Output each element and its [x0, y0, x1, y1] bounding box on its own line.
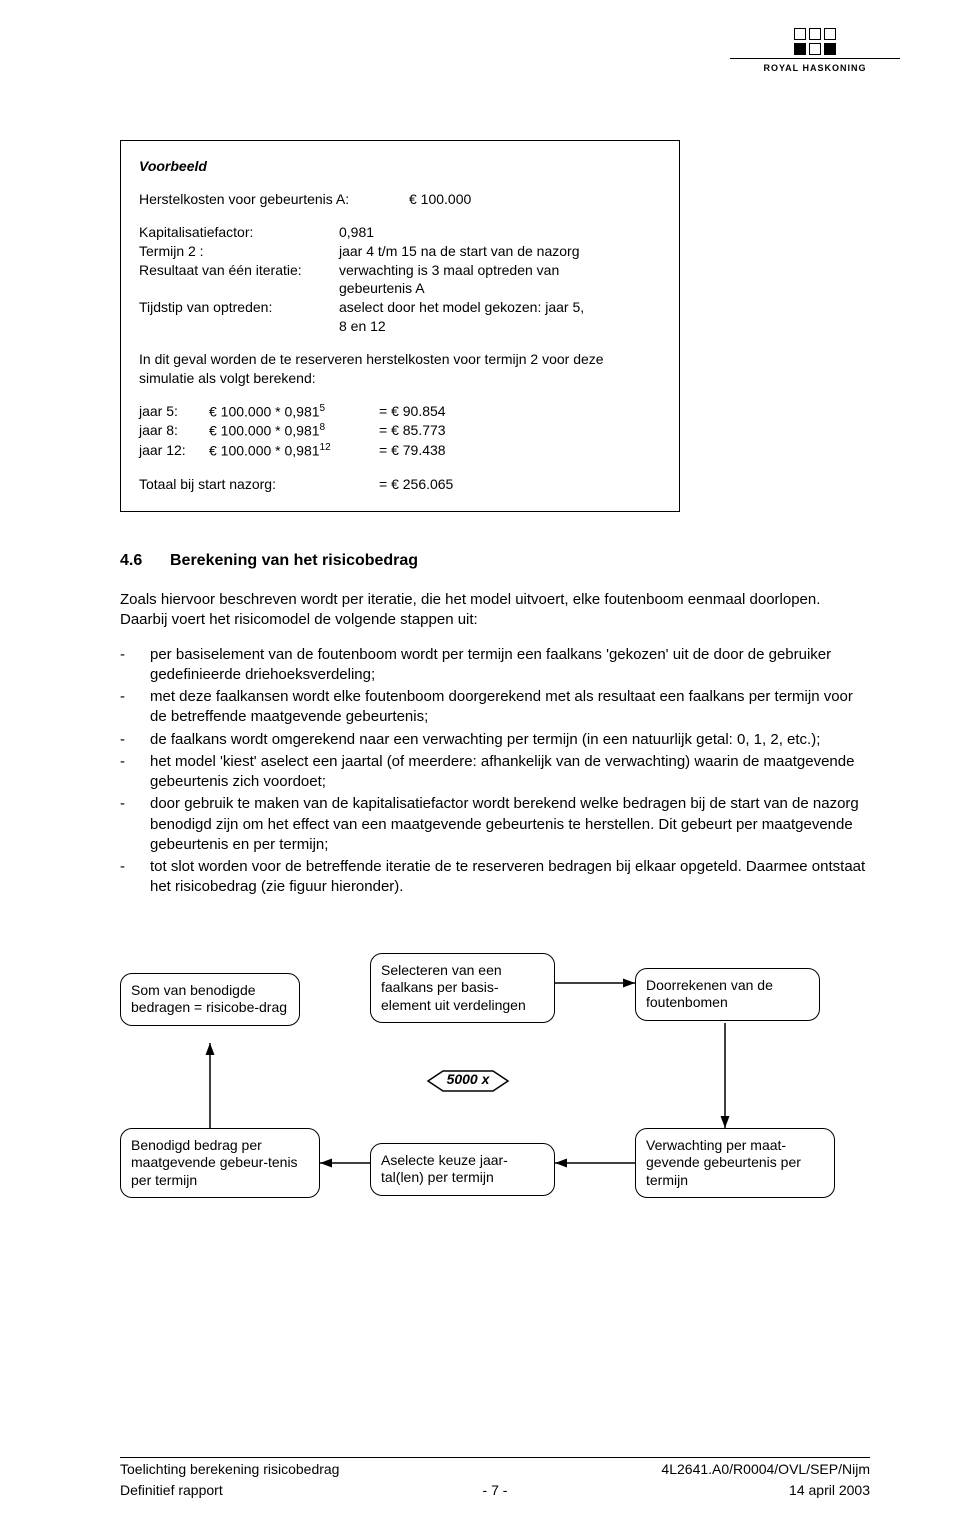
example-row-value: jaar 4 t/m 15 na de start van de nazorg — [339, 242, 589, 261]
calc-result: = € 85.773 — [379, 421, 479, 441]
footer-right-1: 4L2641.A0/R0004/OVL/SEP/Nijm — [507, 1460, 870, 1479]
footer-page-number: - 7 - — [483, 1481, 508, 1500]
flow-node-expect: Verwachting per maat-gevende gebeurtenis… — [635, 1128, 835, 1199]
flow-iteration-label: 5000 x — [443, 1070, 493, 1089]
example-row: Termijn 2 : jaar 4 t/m 15 na de start va… — [139, 242, 661, 261]
footer-right-2: 14 april 2003 — [507, 1481, 870, 1500]
section-bullets: -per basiselement van de foutenboom word… — [120, 645, 870, 898]
bullet-item: -met deze faalkansen wordt elke foutenbo… — [120, 687, 870, 728]
footer-left-2: Definitief rapport — [120, 1481, 483, 1500]
example-row-value: 0,981 — [339, 223, 589, 242]
bullet-text: het model 'kiest' aselect een jaartal (o… — [150, 752, 870, 793]
bullet-item: -de faalkans wordt omgerekend naar een v… — [120, 730, 870, 750]
example-title: Voorbeeld — [139, 157, 661, 176]
section-para-1: Zoals hiervoor beschreven wordt per iter… — [120, 590, 870, 631]
footer-left-1: Toelichting berekening risicobedrag — [120, 1460, 483, 1479]
bullet-item: -per basiselement van de foutenboom word… — [120, 645, 870, 686]
calc-expr: € 100.000 * 0,98112 — [209, 441, 379, 461]
example-calcs: jaar 5: € 100.000 * 0,9815 = € 90.854 ja… — [139, 402, 661, 461]
calc-row: jaar 12: € 100.000 * 0,98112 = € 79.438 — [139, 441, 661, 461]
flow-node-compute: Doorrekenen van de foutenbomen — [635, 968, 820, 1021]
example-row: Kapitalisatiefactor: 0,981 — [139, 223, 661, 242]
bullet-item: -door gebruik te maken van de kapitalisa… — [120, 794, 870, 855]
brand-logo-boxes-bottom — [730, 43, 900, 55]
bullet-text: met deze faalkansen wordt elke foutenboo… — [150, 687, 870, 728]
bullet-item: -het model 'kiest' aselect een jaartal (… — [120, 752, 870, 793]
example-row: Resultaat van één iteratie: verwachting … — [139, 261, 661, 299]
footer-center-1 — [483, 1460, 508, 1479]
flow-node-aselect: Aselecte keuze jaar-tal(len) per termijn — [370, 1143, 555, 1196]
example-cost-label: Herstelkosten voor gebeurtenis A: — [139, 190, 409, 209]
section-number: 4.6 — [120, 550, 170, 572]
example-row-label: Tijdstip van optreden: — [139, 298, 339, 336]
example-params: Kapitalisatiefactor: 0,981 Termijn 2 : j… — [139, 223, 661, 336]
example-total-value: = € 256.065 — [379, 475, 453, 494]
example-row-value: aselect door het model gekozen: jaar 5, … — [339, 298, 589, 336]
flow-node-select: Selecteren van een faalkans per basis-el… — [370, 953, 555, 1024]
brand-name: ROYAL HASKONING — [730, 62, 900, 74]
example-row-label: Resultaat van één iteratie: — [139, 261, 339, 299]
example-box: Voorbeeld Herstelkosten voor gebeurtenis… — [120, 140, 680, 512]
example-row-label: Kapitalisatiefactor: — [139, 223, 339, 242]
calc-row: jaar 5: € 100.000 * 0,9815 = € 90.854 — [139, 402, 661, 422]
section-heading: 4.6 Berekening van het risicobedrag — [120, 550, 870, 572]
calc-result: = € 79.438 — [379, 441, 479, 461]
footer-rule — [120, 1457, 870, 1458]
example-total-label: Totaal bij start nazorg: — [139, 475, 379, 494]
calc-expr-base: € 100.000 * 0,981 — [209, 423, 320, 439]
bullet-item: -tot slot worden voor de betreffende ite… — [120, 857, 870, 898]
calc-row: jaar 8: € 100.000 * 0,9818 = € 85.773 — [139, 421, 661, 441]
bullet-text: door gebruik te maken van de kapitalisat… — [150, 794, 870, 855]
calc-year: jaar 5: — [139, 402, 209, 422]
example-row-value: verwachting is 3 maal optreden van gebeu… — [339, 261, 589, 299]
calc-year: jaar 8: — [139, 421, 209, 441]
section-title: Berekening van het risicobedrag — [170, 550, 418, 572]
page: ROYAL HASKONING Voorbeeld Herstelkosten … — [0, 0, 960, 1530]
flow-node-sum: Som van benodigde bedragen = risicobe-dr… — [120, 973, 300, 1026]
example-total-row: Totaal bij start nazorg: = € 256.065 — [139, 475, 661, 494]
calc-expr: € 100.000 * 0,9818 — [209, 421, 379, 441]
page-footer: Toelichting berekening risicobedrag 4L26… — [120, 1460, 870, 1500]
bullet-text: tot slot worden voor de betreffende iter… — [150, 857, 870, 898]
flowchart: Selecteren van een faalkans per basis-el… — [115, 943, 875, 1243]
example-row: Tijdstip van optreden: aselect door het … — [139, 298, 661, 336]
brand-logo-line — [730, 58, 900, 59]
brand-logo: ROYAL HASKONING — [730, 28, 900, 74]
example-mid-text: In dit geval worden de te reserveren her… — [139, 350, 661, 388]
brand-logo-boxes-top — [730, 28, 900, 40]
calc-expr-sup: 8 — [320, 422, 326, 433]
example-row-label: Termijn 2 : — [139, 242, 339, 261]
bullet-text: per basiselement van de foutenboom wordt… — [150, 645, 870, 686]
example-cost-value: € 100.000 — [409, 190, 661, 209]
calc-expr-base: € 100.000 * 0,981 — [209, 404, 320, 420]
calc-year: jaar 12: — [139, 441, 209, 461]
calc-expr-base: € 100.000 * 0,981 — [209, 443, 320, 459]
calc-expr-sup: 5 — [320, 403, 326, 414]
bullet-text: de faalkans wordt omgerekend naar een ve… — [150, 730, 870, 750]
example-cost-row: Herstelkosten voor gebeurtenis A: € 100.… — [139, 190, 661, 209]
calc-expr-sup: 12 — [320, 442, 331, 453]
flow-node-required: Benodigd bedrag per maatgevende gebeur-t… — [120, 1128, 320, 1199]
calc-result: = € 90.854 — [379, 402, 479, 422]
calc-expr: € 100.000 * 0,9815 — [209, 402, 379, 422]
